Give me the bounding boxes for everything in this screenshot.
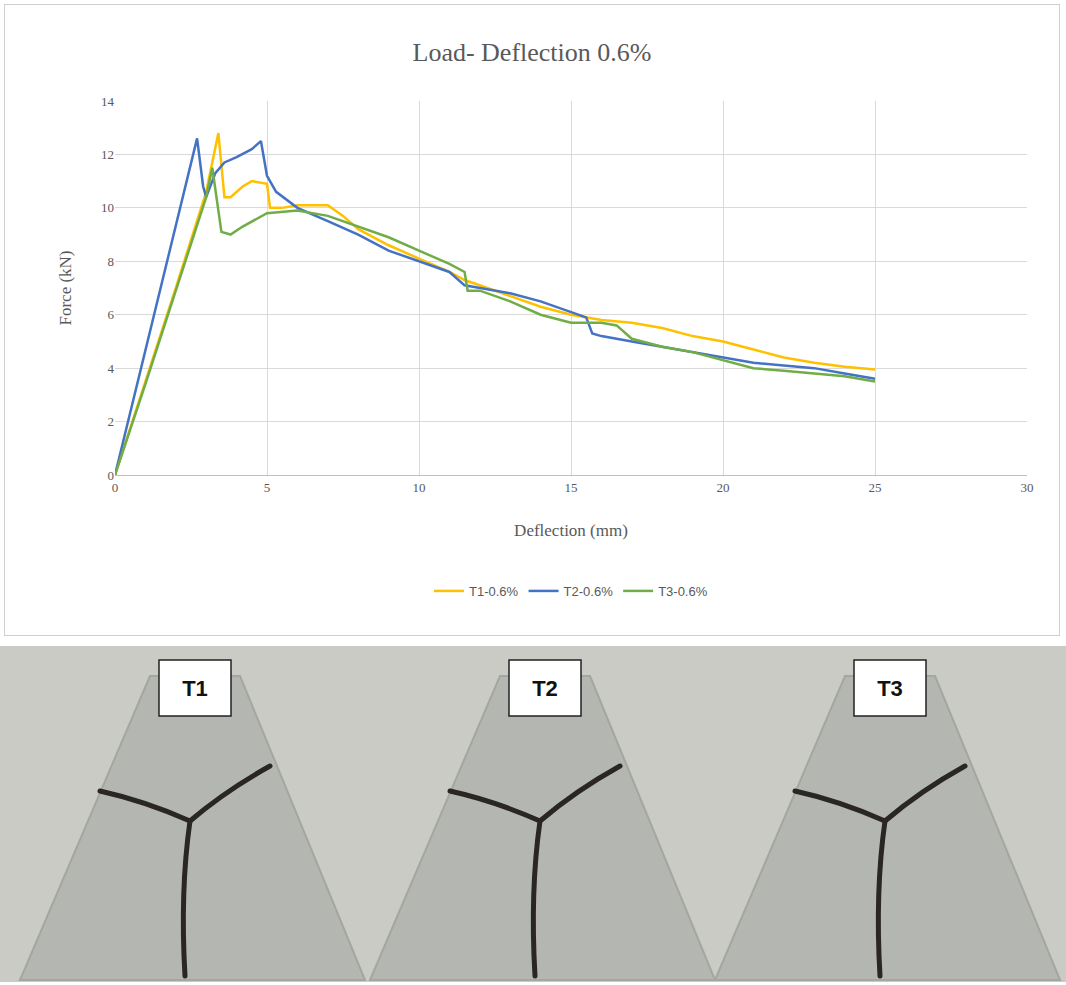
svg-text:0: 0 [112,480,119,495]
svg-text:2: 2 [108,414,115,429]
svg-text:8: 8 [108,254,115,269]
svg-text:Force (kN): Force (kN) [56,250,75,325]
svg-text:10: 10 [413,480,426,495]
svg-text:Deflection (mm): Deflection (mm) [514,521,628,540]
svg-text:12: 12 [101,147,114,162]
svg-text:T2-0.6%: T2-0.6% [564,584,614,599]
svg-text:Load- Deflection 0.6%: Load- Deflection 0.6% [413,38,652,67]
svg-text:15: 15 [565,480,578,495]
svg-text:T1-0.6%: T1-0.6% [469,584,519,599]
svg-text:30: 30 [1021,480,1034,495]
svg-text:4: 4 [108,361,115,376]
svg-text:6: 6 [108,307,115,322]
svg-text:T2: T2 [532,676,558,701]
svg-text:T1: T1 [182,676,208,701]
svg-text:5: 5 [264,480,271,495]
svg-text:10: 10 [101,200,114,215]
svg-text:14: 14 [101,94,115,109]
svg-text:T3: T3 [877,676,903,701]
svg-text:0: 0 [108,468,115,483]
svg-text:20: 20 [717,480,730,495]
svg-text:T3-0.6%: T3-0.6% [658,584,708,599]
svg-text:25: 25 [869,480,882,495]
